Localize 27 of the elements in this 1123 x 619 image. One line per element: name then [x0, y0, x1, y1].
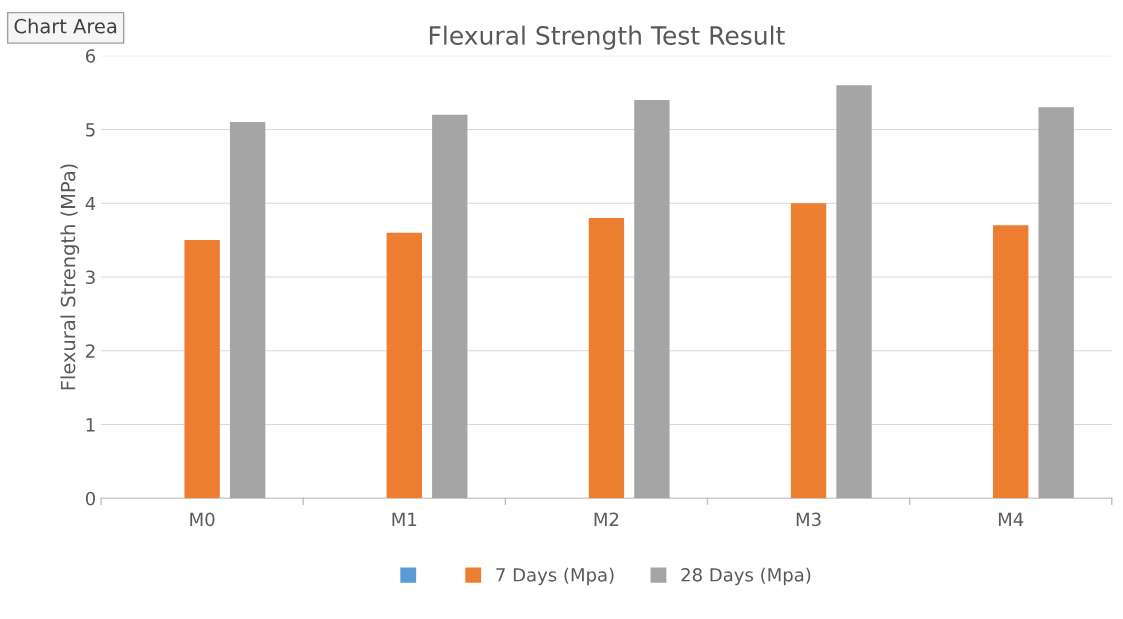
y-tick-label: 6 [85, 49, 96, 63]
bar [634, 99, 670, 499]
bar [432, 114, 468, 499]
bar [1038, 107, 1074, 499]
x-tick-label: M2 [594, 512, 619, 526]
x-tick-label: M3 [796, 512, 821, 527]
y-tick-label: 2 [86, 344, 95, 358]
bar [184, 240, 220, 499]
bar [836, 85, 872, 499]
legend-label: 7 Days (Mpa) [496, 567, 614, 586]
bar [790, 203, 827, 499]
text: Chart Area [14, 18, 117, 34]
x-tick-label: M4 [998, 512, 1024, 526]
y-axis-title: Flexural Strength (MPa) [60, 164, 80, 390]
legend-label: 28 Days (Mpa) [681, 567, 811, 586]
y-tick-label: 1 [86, 418, 95, 432]
y-tick-label: 4 [85, 196, 96, 211]
y-tick-label: 5 [86, 123, 95, 137]
y-tick-label: 3 [86, 270, 95, 285]
chart-title: Flexural Strength Test Result [429, 25, 785, 50]
bar [229, 122, 266, 499]
x-tick-label: M0 [190, 512, 215, 527]
y-tick-label: 0 [85, 491, 96, 506]
bar [993, 225, 1029, 499]
bar [386, 232, 422, 499]
bar [588, 217, 625, 499]
x-tick-label: M1 [392, 512, 417, 526]
